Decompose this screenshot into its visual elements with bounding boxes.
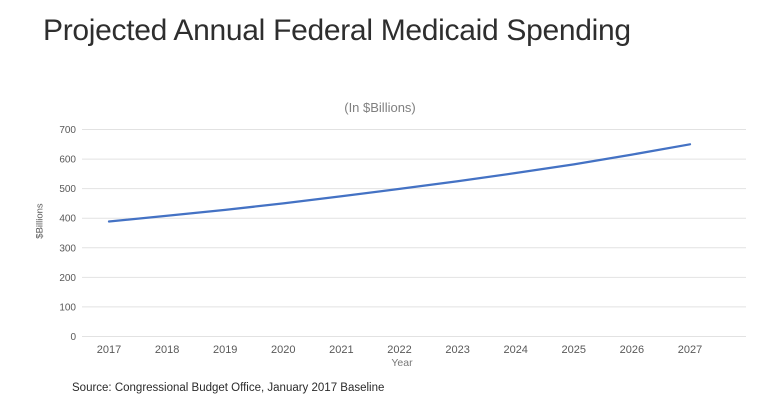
source-note: Source: Congressional Budget Office, Jan…: [72, 382, 385, 394]
x-tick-label: 2024: [503, 344, 527, 356]
x-tick-label: 2021: [329, 344, 353, 356]
y-tick-label: 600: [59, 155, 76, 166]
x-tick-label: 2019: [213, 344, 237, 356]
x-tick-label: 2022: [387, 344, 411, 356]
y-tick-label: 700: [59, 125, 76, 136]
x-tick-label: 2020: [271, 344, 295, 356]
chart-title: (In $Billions): [344, 100, 416, 115]
y-tick-label: 200: [59, 273, 76, 284]
page-title: Projected Annual Federal Medicaid Spendi…: [43, 14, 631, 47]
x-tick-label: 2018: [155, 344, 179, 356]
y-tick-label: 400: [59, 214, 76, 225]
y-tick-label: 100: [59, 302, 76, 313]
x-axis-title: Year: [391, 357, 413, 369]
y-tick-label: 500: [59, 184, 76, 195]
x-tick-label: 2026: [620, 344, 644, 356]
x-tick-label: 2027: [678, 344, 702, 356]
y-tick-label: 0: [70, 332, 76, 343]
y-axis-title: $Billions: [34, 203, 46, 239]
x-tick-label: 2017: [97, 344, 121, 356]
y-tick-label: 300: [59, 243, 76, 254]
x-tick-label: 2025: [562, 344, 586, 356]
spending-line: [107, 143, 692, 223]
x-tick-label: 2023: [445, 344, 469, 356]
